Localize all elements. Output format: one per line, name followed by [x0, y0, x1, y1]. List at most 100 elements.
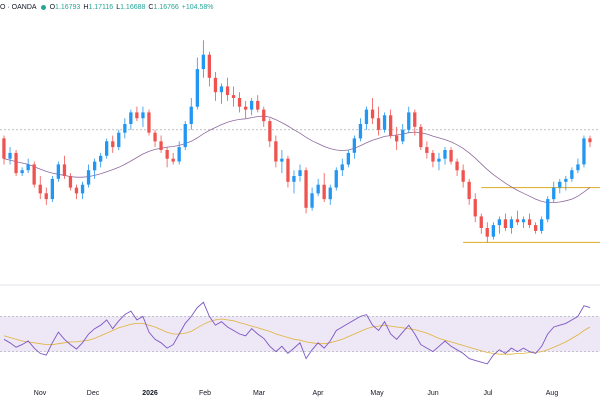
candle-body[interactable] [431, 152, 435, 162]
candle-body[interactable] [225, 86, 230, 96]
candle-body[interactable] [328, 187, 332, 200]
candle-body[interactable] [207, 54, 211, 78]
candle-body[interactable] [177, 147, 181, 162]
candle-body[interactable] [219, 86, 224, 93]
candle-body[interactable] [479, 216, 483, 228]
candle-body[interactable] [141, 112, 145, 119]
candle-body[interactable] [322, 184, 326, 200]
candle-body[interactable] [280, 158, 284, 162]
candle-body[interactable] [346, 152, 350, 165]
candle-body[interactable] [521, 219, 526, 223]
candle-body[interactable] [509, 219, 514, 228]
candle-body[interactable] [588, 138, 592, 143]
candle-body[interactable] [419, 126, 423, 148]
candle-body[interactable] [558, 181, 562, 188]
candle-body[interactable] [62, 164, 67, 176]
candle-body[interactable] [86, 170, 91, 185]
candle-body[interactable] [20, 170, 24, 174]
candle-body[interactable] [298, 170, 302, 176]
candle-body[interactable] [395, 135, 399, 142]
candle-body[interactable] [195, 69, 199, 107]
candle-body[interactable] [576, 164, 580, 171]
candle-body[interactable] [50, 178, 54, 200]
candle-body[interactable] [503, 219, 508, 228]
candle-body[interactable] [443, 150, 447, 159]
candle-body[interactable] [334, 170, 338, 188]
candle-body[interactable] [461, 170, 465, 182]
candle-body[interactable] [189, 106, 193, 124]
candle-body[interactable] [552, 187, 556, 200]
candle-body[interactable] [171, 158, 175, 162]
candle-body[interactable] [231, 95, 236, 98]
candle-body[interactable] [99, 155, 103, 162]
candle-body[interactable] [570, 170, 574, 179]
candle-body[interactable] [455, 161, 459, 171]
candle-body[interactable] [74, 187, 79, 194]
candle-body[interactable] [534, 225, 538, 231]
candle-body[interactable] [437, 158, 441, 162]
candle-body[interactable] [244, 106, 248, 110]
candle-body[interactable] [389, 115, 393, 136]
candle-body[interactable] [268, 121, 272, 142]
candle-body[interactable] [316, 184, 320, 194]
candle-body[interactable] [250, 100, 254, 110]
candle-body[interactable] [540, 219, 544, 231]
candle-body[interactable] [304, 170, 308, 208]
candle-body[interactable] [93, 161, 97, 171]
candle-body[interactable] [2, 138, 6, 159]
candle-body[interactable] [413, 112, 417, 127]
candle-body[interactable] [105, 141, 109, 156]
candle-body[interactable] [14, 152, 18, 174]
candle-body[interactable] [237, 98, 242, 107]
candle-body[interactable] [213, 77, 218, 93]
candle-body[interactable] [201, 54, 205, 70]
candle-body[interactable] [449, 150, 453, 162]
candle-body[interactable] [292, 176, 296, 182]
candle-body[interactable] [497, 219, 501, 226]
candle-body[interactable] [262, 109, 266, 122]
candle-body[interactable] [159, 141, 163, 150]
candle-body[interactable] [485, 228, 489, 237]
candle-body[interactable] [117, 132, 121, 148]
rsi-line[interactable] [3, 301, 591, 365]
candle-body[interactable] [527, 219, 532, 226]
candle-body[interactable] [153, 132, 157, 142]
candle-body[interactable] [382, 115, 387, 130]
candle-body[interactable] [183, 124, 187, 148]
candle-body[interactable] [473, 199, 477, 217]
candle-body[interactable] [32, 164, 36, 185]
candle-body[interactable] [401, 129, 405, 142]
candle-body[interactable] [68, 176, 73, 188]
candle-body[interactable] [8, 152, 12, 159]
candle-body[interactable] [582, 138, 586, 165]
candle-body[interactable] [546, 199, 550, 220]
candle-body[interactable] [165, 150, 169, 159]
candle-body[interactable] [256, 100, 260, 110]
candle-body[interactable] [286, 158, 290, 182]
candle-body[interactable] [56, 164, 60, 179]
candle-body[interactable] [44, 193, 48, 200]
symbol-name[interactable]: O · OANDA [0, 3, 37, 11]
candle-body[interactable] [340, 164, 344, 171]
candle-body[interactable] [147, 112, 151, 133]
candle-body[interactable] [135, 112, 139, 119]
candle-body[interactable] [310, 193, 314, 208]
candle-body[interactable] [352, 138, 356, 153]
candle-body[interactable] [491, 225, 495, 237]
candle-body[interactable] [370, 109, 375, 119]
candle-body[interactable] [376, 118, 381, 130]
candle-body[interactable] [111, 141, 115, 148]
candle-body[interactable] [364, 109, 369, 124]
candle-body[interactable] [123, 124, 127, 133]
candle-body[interactable] [564, 178, 568, 182]
candle-body[interactable] [515, 219, 520, 223]
candle-body[interactable] [26, 164, 30, 171]
candle-body[interactable] [80, 184, 85, 194]
candle-body[interactable] [274, 141, 278, 162]
candle-body[interactable] [407, 112, 411, 130]
candle-body[interactable] [129, 112, 133, 124]
candle-body[interactable] [38, 184, 42, 194]
candle-body[interactable] [467, 181, 471, 200]
